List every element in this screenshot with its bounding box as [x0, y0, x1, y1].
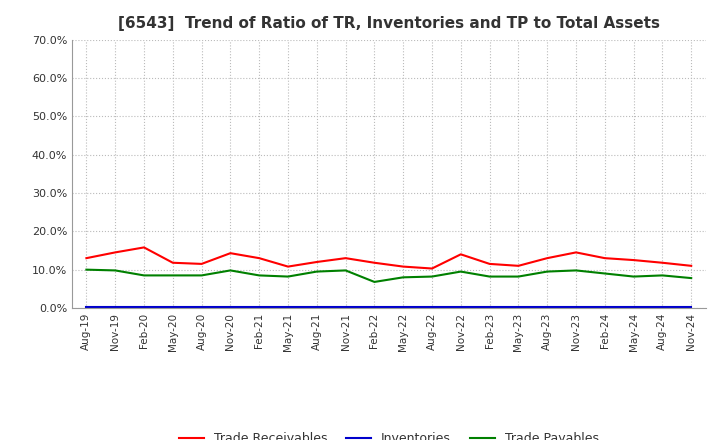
Inventories — [284, 304, 292, 310]
Trade Payables — [572, 268, 580, 273]
Trade Receivables — [82, 256, 91, 261]
Trade Payables — [687, 275, 696, 281]
Trade Receivables — [255, 256, 264, 261]
Trade Receivables — [687, 263, 696, 268]
Inventories — [658, 304, 667, 310]
Inventories — [399, 304, 408, 310]
Line: Trade Receivables: Trade Receivables — [86, 247, 691, 268]
Trade Payables — [399, 275, 408, 280]
Trade Payables — [226, 268, 235, 273]
Trade Receivables — [370, 260, 379, 265]
Inventories — [687, 304, 696, 310]
Trade Receivables — [629, 257, 638, 263]
Inventories — [600, 304, 609, 310]
Trade Receivables — [428, 266, 436, 271]
Trade Payables — [428, 274, 436, 279]
Trade Receivables — [226, 250, 235, 256]
Line: Trade Payables: Trade Payables — [86, 270, 691, 282]
Inventories — [428, 304, 436, 310]
Inventories — [226, 304, 235, 310]
Trade Payables — [658, 273, 667, 278]
Title: [6543]  Trend of Ratio of TR, Inventories and TP to Total Assets: [6543] Trend of Ratio of TR, Inventories… — [118, 16, 660, 32]
Trade Payables — [111, 268, 120, 273]
Inventories — [514, 304, 523, 310]
Trade Payables — [600, 271, 609, 276]
Trade Payables — [543, 269, 552, 274]
Trade Receivables — [456, 252, 465, 257]
Inventories — [168, 304, 177, 310]
Trade Payables — [197, 273, 206, 278]
Trade Payables — [255, 273, 264, 278]
Inventories — [197, 304, 206, 310]
Trade Receivables — [485, 261, 494, 267]
Inventories — [255, 304, 264, 310]
Trade Receivables — [543, 256, 552, 261]
Trade Payables — [514, 274, 523, 279]
Trade Receivables — [197, 261, 206, 267]
Inventories — [341, 304, 350, 310]
Trade Receivables — [658, 260, 667, 265]
Trade Payables — [629, 274, 638, 279]
Trade Receivables — [572, 250, 580, 255]
Trade Receivables — [514, 263, 523, 268]
Trade Receivables — [111, 250, 120, 255]
Trade Payables — [341, 268, 350, 273]
Trade Receivables — [284, 264, 292, 269]
Trade Payables — [370, 279, 379, 285]
Trade Payables — [485, 274, 494, 279]
Trade Payables — [312, 269, 321, 274]
Legend: Trade Receivables, Inventories, Trade Payables: Trade Receivables, Inventories, Trade Pa… — [174, 427, 604, 440]
Inventories — [370, 304, 379, 310]
Inventories — [629, 304, 638, 310]
Inventories — [140, 304, 148, 310]
Inventories — [312, 304, 321, 310]
Trade Payables — [284, 274, 292, 279]
Trade Payables — [82, 267, 91, 272]
Trade Payables — [456, 269, 465, 274]
Trade Payables — [140, 273, 148, 278]
Inventories — [543, 304, 552, 310]
Inventories — [572, 304, 580, 310]
Inventories — [111, 304, 120, 310]
Trade Payables — [168, 273, 177, 278]
Trade Receivables — [399, 264, 408, 269]
Inventories — [82, 304, 91, 310]
Inventories — [485, 304, 494, 310]
Trade Receivables — [312, 259, 321, 264]
Trade Receivables — [168, 260, 177, 265]
Inventories — [456, 304, 465, 310]
Trade Receivables — [600, 256, 609, 261]
Trade Receivables — [341, 256, 350, 261]
Trade Receivables — [140, 245, 148, 250]
